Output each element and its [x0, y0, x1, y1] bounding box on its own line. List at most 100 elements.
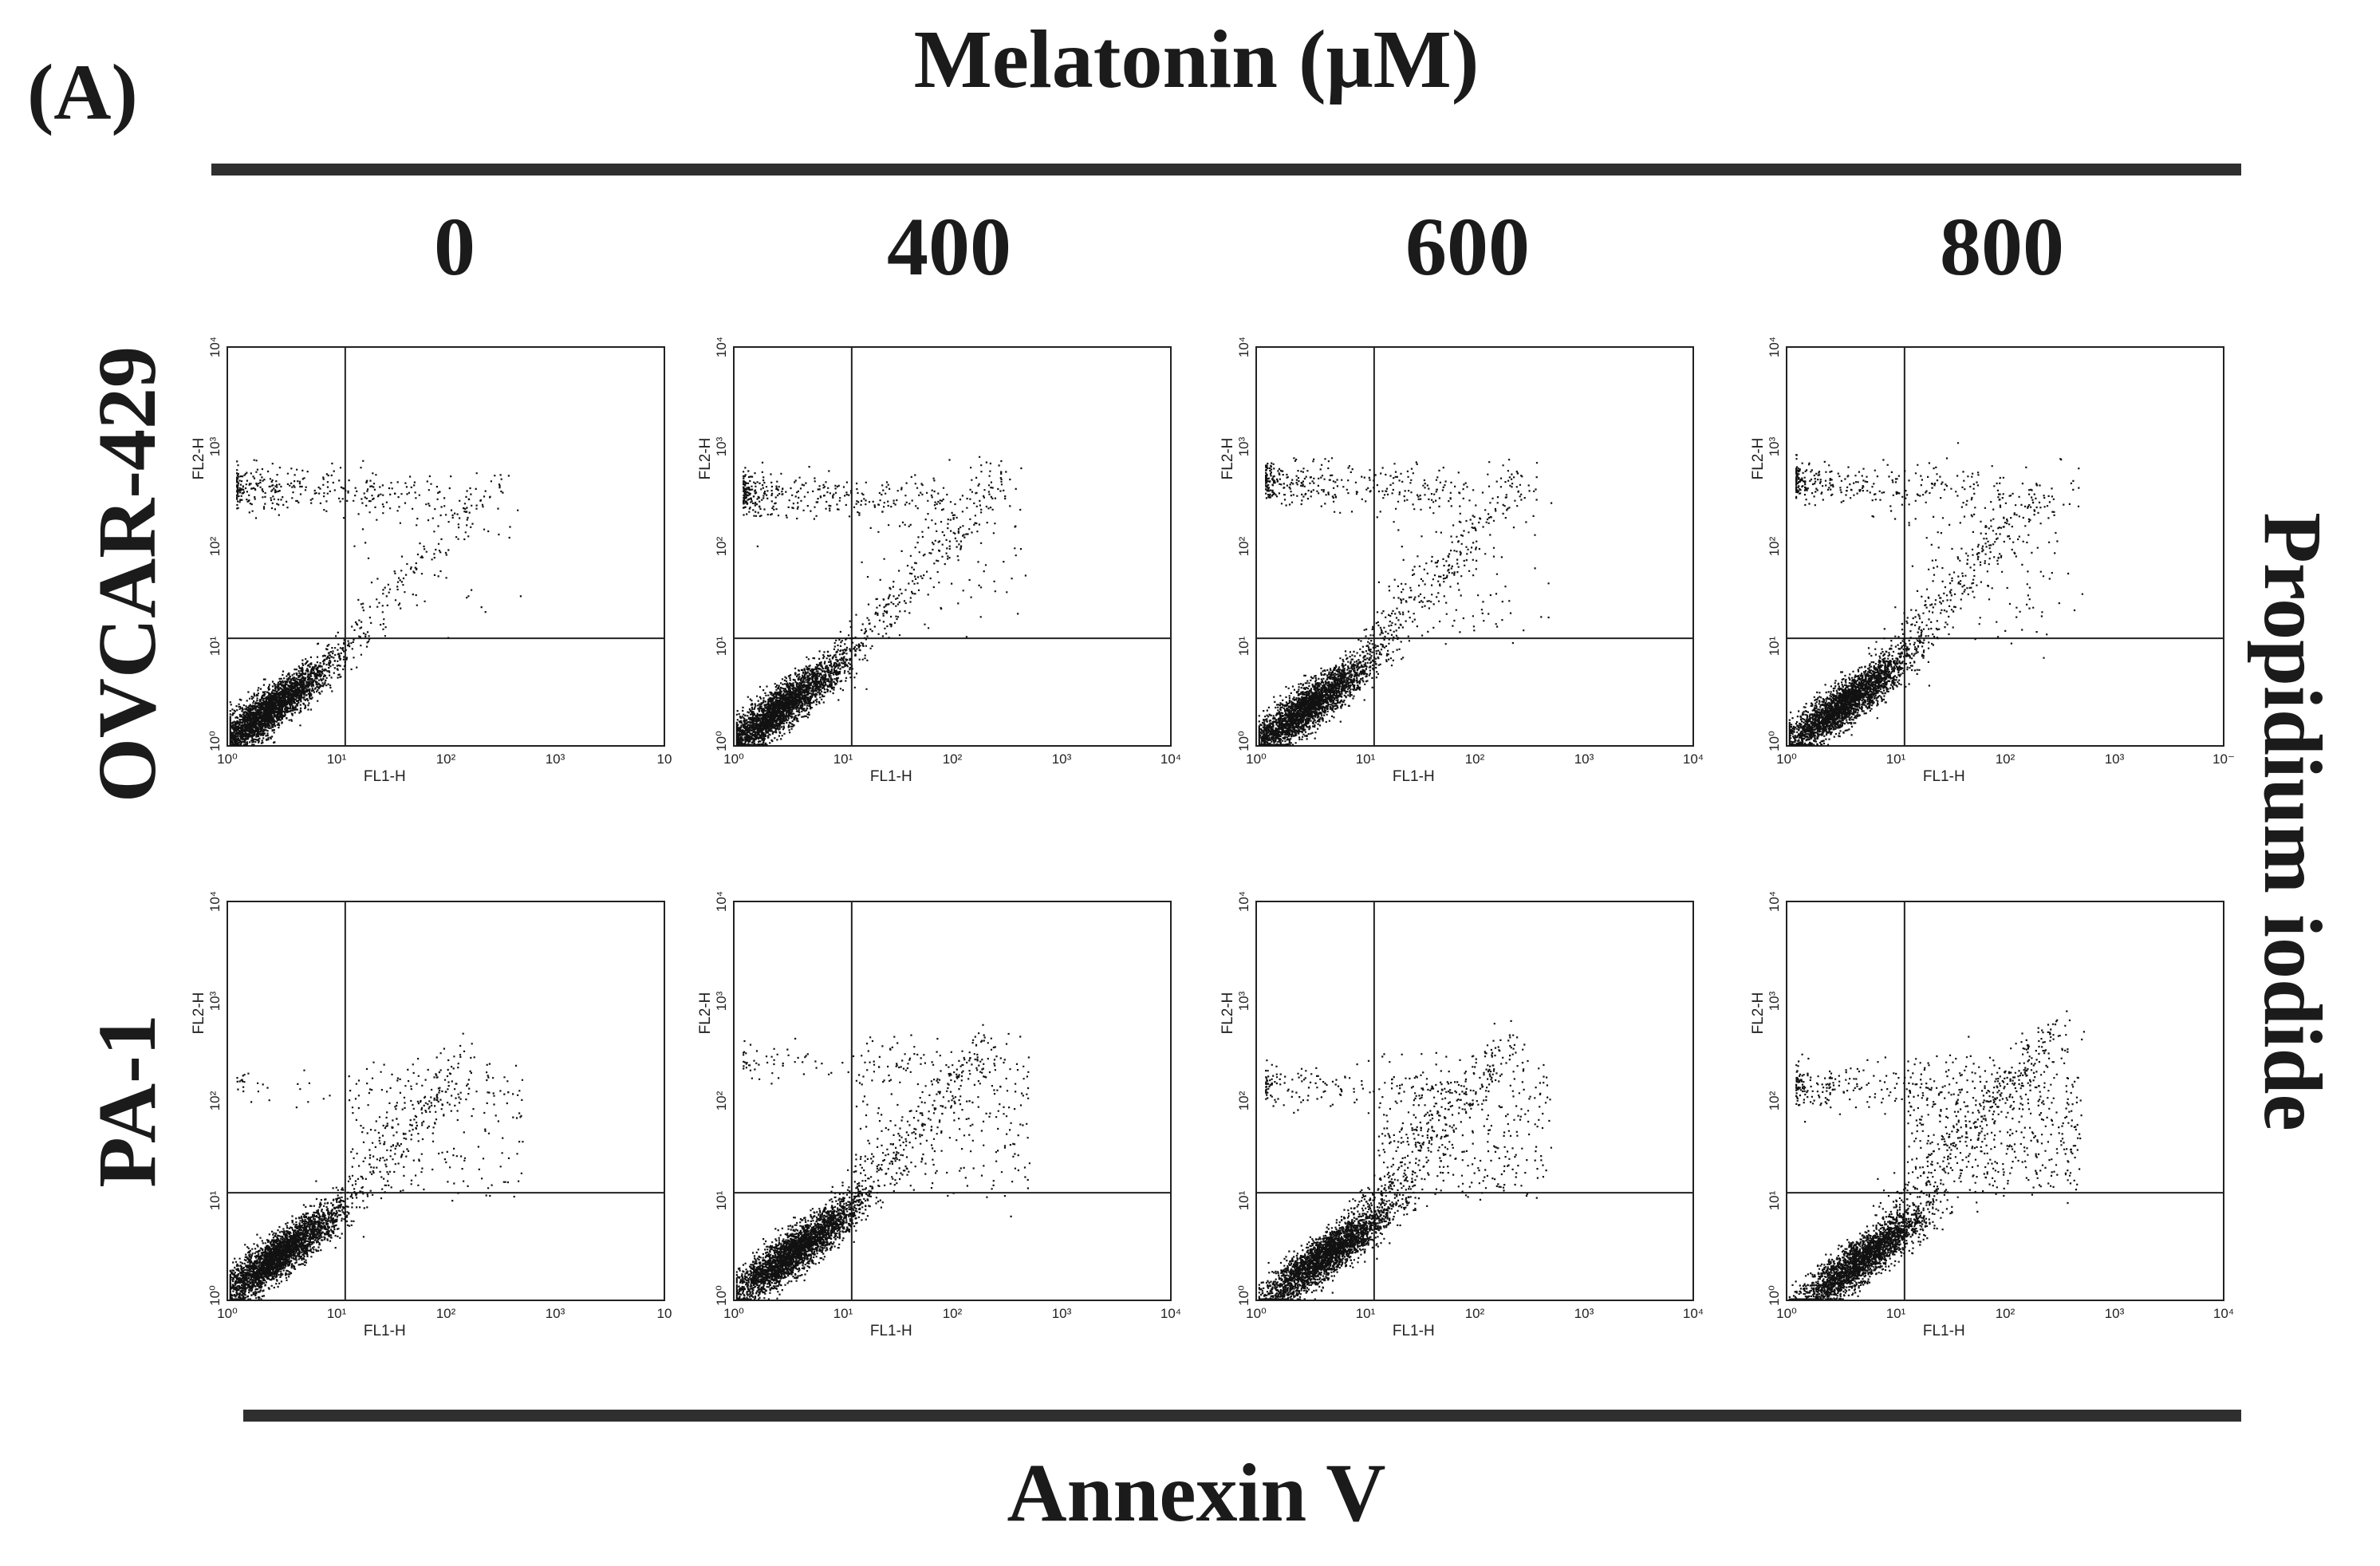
y-tick-1e0-label: 10⁰: [207, 731, 223, 751]
y-tick-1e1-label: 10¹: [207, 1190, 223, 1210]
x-axis-label: FL1-H: [1393, 1323, 1435, 1339]
x-tick-1e0-label: 10⁰: [217, 1306, 238, 1321]
bottom-rule: [243, 1410, 2241, 1422]
y-tick-1e2-label: 10²: [207, 1091, 223, 1110]
y-tick-1e2-label: 10²: [1767, 536, 1782, 556]
plot-frame: [1255, 346, 1694, 747]
plot-frame: [733, 901, 1172, 1301]
x-tick-1e0-label: 10⁰: [723, 751, 744, 767]
concentration-label-800: 800: [1940, 201, 2064, 293]
plot-pa-1-800: 10⁰ 10¹ 10¹ 10² 10² 10³ 10³ 10⁴ 10⁴ 10⁰ FL1-H FL2-H: [1750, 891, 2234, 1339]
y-tick-1e0-label: 10⁰: [1236, 731, 1251, 751]
y-tick-1e2-label: 10²: [714, 1091, 729, 1110]
x-axis-label: FL1-H: [1923, 1323, 1965, 1339]
y-tick-1e3-label: 10³: [1236, 991, 1251, 1011]
y-tick-1e1-label: 10¹: [714, 636, 729, 656]
y-tick-1e4-label: 10⁴: [714, 337, 729, 357]
x-tick-1e4-label: 10: [657, 751, 672, 767]
x-tick-1e0-label: 10⁰: [1776, 1306, 1797, 1321]
x-tick-1e1-label: 10¹: [327, 1306, 347, 1321]
y-tick-1e4-label: 10⁴: [1767, 891, 1782, 912]
y-tick-1e4-label: 10⁴: [207, 891, 223, 912]
concentration-label-400: 400: [887, 201, 1011, 293]
x-tick-1e0-label: 10⁰: [1246, 751, 1267, 767]
y-tick-1e0-label: 10⁰: [714, 1285, 729, 1306]
x-tick-1e1-label: 10¹: [1356, 1306, 1376, 1321]
x-axis-label: FL1-H: [364, 768, 406, 785]
y-tick-1e0-label: 10⁰: [1767, 731, 1782, 751]
y-axis-label: FL2-H: [697, 438, 714, 480]
x-tick-1e0-label: 10⁰: [1246, 1306, 1267, 1321]
x-tick-1e3-label: 10³: [1052, 751, 1072, 767]
y-tick-1e2-label: 10²: [1236, 536, 1251, 556]
y-tick-1e0-label: 10⁰: [1767, 1285, 1782, 1306]
y-tick-1e1-label: 10¹: [1767, 636, 1782, 656]
x-axis-label: FL1-H: [1393, 768, 1435, 785]
x-tick-1e0-label: 10⁰: [723, 1306, 744, 1321]
top-rule: [211, 164, 2241, 176]
event-dots: [1258, 1020, 1552, 1300]
x-tick-1e3-label: 10³: [2105, 751, 2125, 767]
plot-frame: [1786, 901, 2224, 1301]
x-tick-1e2-label: 10²: [436, 1306, 456, 1321]
x-tick-1e1-label: 10¹: [833, 1306, 853, 1321]
y-tick-1e3-label: 10³: [1767, 436, 1782, 456]
y-tick-1e1-label: 10¹: [1767, 1190, 1782, 1210]
plot-frame: [1786, 346, 2224, 747]
event-dots: [735, 1024, 1030, 1300]
event-dots: [1788, 442, 2083, 746]
plot-ovcar-429-800: 10⁰ 10¹ 10¹ 10² 10² 10³ 10³ 10⁻ 10⁴ 10⁰ FL1-H FL2-H: [1750, 337, 2235, 785]
x-tick-1e4-label: 10⁻: [2213, 751, 2235, 767]
y-tick-1e4-label: 10⁴: [1236, 891, 1251, 912]
x-tick-1e1-label: 10¹: [833, 751, 853, 767]
concentration-label-600: 600: [1405, 201, 1530, 293]
y-tick-1e1-label: 10¹: [1236, 1190, 1251, 1210]
x-axis-label: FL1-H: [870, 768, 912, 785]
y-axis-label: FL2-H: [1220, 438, 1236, 480]
plot-frame: [227, 346, 665, 747]
event-dots: [1258, 457, 1553, 746]
y-tick-1e0-label: 10⁰: [207, 1285, 223, 1306]
event-dots: [229, 459, 522, 746]
plot-pa-1-0: 10⁰ 10¹ 10¹ 10² 10² 10³ 10³ 10 10⁴ 10⁰ FL1-H FL2-H: [191, 891, 672, 1339]
x-tick-1e3-label: 10³: [1574, 1306, 1594, 1321]
x-tick-1e1-label: 10¹: [1886, 751, 1906, 767]
x-tick-1e0-label: 10⁰: [1776, 751, 1797, 767]
x-tick-1e3-label: 10³: [1052, 1306, 1072, 1321]
y-tick-1e2-label: 10²: [714, 536, 729, 556]
plot-frame: [1255, 901, 1694, 1301]
y-tick-1e1-label: 10¹: [207, 636, 223, 656]
x-tick-1e2-label: 10²: [1465, 1306, 1485, 1321]
y-tick-1e4-label: 10⁴: [1767, 337, 1782, 357]
plot-frame: [227, 901, 665, 1301]
x-tick-1e1-label: 10¹: [1886, 1306, 1906, 1321]
x-tick-1e3-label: 10³: [546, 1306, 565, 1321]
y-tick-1e3-label: 10³: [1767, 991, 1782, 1011]
y-tick-1e3-label: 10³: [1236, 436, 1251, 456]
concentration-label-0: 0: [434, 201, 475, 293]
y-tick-1e0-label: 10⁰: [714, 731, 729, 751]
y-tick-1e4-label: 10⁴: [714, 891, 729, 912]
y-tick-1e1-label: 10¹: [714, 1190, 729, 1210]
x-tick-1e4-label: 10: [657, 1306, 672, 1321]
y-axis-label: FL2-H: [1750, 438, 1767, 480]
plot-frame: [733, 346, 1172, 747]
y-axis-label: FL2-H: [191, 438, 207, 480]
plot-pa-1-400: 10⁰ 10¹ 10¹ 10² 10² 10³ 10³ 10⁴ 10⁴ 10⁰ FL1-H FL2-H: [697, 891, 1181, 1339]
x-tick-1e2-label: 10²: [1996, 751, 2016, 767]
x-tick-1e3-label: 10³: [546, 751, 565, 767]
x-tick-1e3-label: 10³: [1574, 751, 1594, 767]
y-tick-1e3-label: 10³: [714, 436, 729, 456]
x-tick-1e4-label: 10⁴: [1160, 1306, 1181, 1321]
y-tick-1e3-label: 10³: [714, 991, 729, 1011]
y-axis-label: FL2-H: [1750, 992, 1767, 1035]
y-axis-label: FL2-H: [191, 992, 207, 1035]
plot-ovcar-429-600: 10⁰ 10¹ 10¹ 10² 10² 10³ 10³ 10⁴ 10⁴ 10⁰ FL1-H FL2-H: [1220, 337, 1704, 785]
plot-pa-1-600: 10⁰ 10¹ 10¹ 10² 10² 10³ 10³ 10⁴ 10⁴ 10⁰ FL1-H FL2-H: [1220, 891, 1704, 1339]
y-tick-1e0-label: 10⁰: [1236, 1285, 1251, 1306]
x-tick-1e2-label: 10²: [943, 751, 963, 767]
plot-ovcar-429-400: 10⁰ 10¹ 10¹ 10² 10² 10³ 10³ 10⁴ 10⁴ 10⁰ FL1-H FL2-H: [697, 337, 1181, 785]
y-tick-1e3-label: 10³: [207, 436, 223, 456]
y-tick-1e3-label: 10³: [207, 991, 223, 1011]
